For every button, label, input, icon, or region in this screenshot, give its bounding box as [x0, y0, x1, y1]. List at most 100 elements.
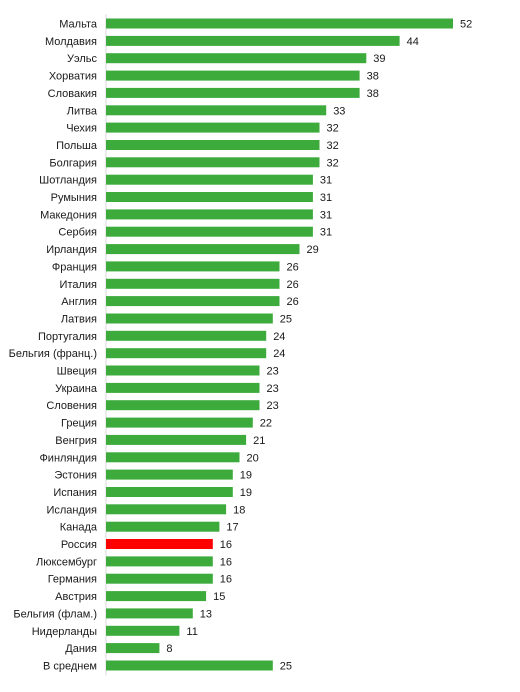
category-label: Словения	[46, 400, 97, 412]
bar-9	[106, 174, 313, 185]
value-label: 18	[233, 504, 245, 516]
category-label: Македония	[40, 209, 97, 221]
value-label: 22	[260, 418, 272, 430]
bar-18	[106, 330, 267, 341]
bar-29	[106, 521, 220, 532]
category-label: В среднем	[43, 661, 97, 673]
category-label: Италия	[60, 279, 98, 291]
category-label: Словакия	[48, 88, 97, 100]
category-label: Сербия	[58, 227, 97, 239]
value-label: 24	[273, 348, 285, 360]
category-label: Португалия	[38, 331, 97, 343]
category-label: Ирландия	[46, 244, 97, 256]
category-label: Уэльс	[67, 53, 98, 65]
value-label: 38	[367, 88, 379, 100]
category-label: Финляндия	[39, 452, 97, 464]
bar-11	[106, 209, 313, 220]
category-label: Бельгия (флам.)	[13, 608, 97, 620]
category-label: Дания	[65, 643, 97, 655]
bar-32	[106, 573, 213, 584]
category-label: Эстония	[54, 470, 97, 482]
bar-30	[106, 539, 213, 549]
bar-6	[106, 122, 320, 133]
value-label: 29	[307, 244, 319, 256]
value-label: 25	[280, 314, 292, 326]
value-label: 21	[253, 435, 265, 447]
bar-20	[106, 365, 260, 376]
value-label: 8	[166, 643, 172, 655]
bar-14	[106, 261, 280, 272]
bar-8	[106, 157, 320, 168]
category-label: Бельгия (франц.)	[9, 348, 97, 360]
bar-31	[106, 556, 213, 567]
value-label: 16	[220, 556, 232, 568]
value-label: 44	[407, 36, 419, 48]
bar-27	[106, 487, 233, 497]
bar-23	[106, 417, 253, 428]
category-label: Венгрия	[55, 435, 97, 447]
category-labels-group: Мальта Молдавия Уэльс Хорватия Словакия Литва…	[9, 19, 98, 673]
bar-37	[106, 660, 273, 671]
value-label: 11	[186, 626, 197, 638]
value-label: 26	[287, 296, 299, 308]
value-label: 16	[220, 539, 232, 551]
value-label: 31	[320, 227, 332, 239]
category-label: Нидерланды	[32, 626, 97, 638]
bar-15	[106, 278, 280, 289]
category-label: Греция	[61, 418, 97, 430]
category-label: Хорватия	[49, 71, 97, 83]
bar-5	[106, 105, 327, 116]
value-label: 15	[213, 591, 225, 603]
value-label: 26	[287, 279, 299, 291]
bar-7	[106, 140, 320, 150]
value-label: 20	[247, 452, 259, 464]
category-label: Чехия	[66, 123, 97, 135]
category-label: Англия	[61, 296, 97, 308]
value-label: 23	[267, 366, 279, 378]
category-label: Люксембург	[36, 556, 97, 568]
bar-24	[106, 434, 247, 445]
value-label: 31	[320, 175, 332, 187]
value-label: 19	[240, 470, 252, 482]
category-label: Швеция	[57, 366, 97, 378]
value-label: 39	[373, 53, 385, 65]
bar-36	[106, 643, 160, 654]
value-label: 25	[280, 661, 292, 673]
category-label: Мальта	[59, 19, 98, 31]
category-label: Франция	[52, 261, 97, 273]
bar-17	[106, 313, 273, 324]
category-label: Россия	[61, 539, 97, 551]
category-label: Румыния	[51, 192, 97, 204]
bar-13	[106, 244, 300, 255]
bar-16	[106, 296, 280, 307]
value-label: 31	[320, 192, 332, 204]
category-label: Исландия	[46, 504, 97, 516]
category-label: Канада	[60, 522, 98, 534]
value-label: 32	[327, 123, 339, 135]
value-label: 16	[220, 574, 232, 586]
category-label: Болгария	[49, 157, 97, 169]
bar-10	[106, 192, 313, 202]
bar-25	[106, 452, 240, 463]
bar-33	[106, 591, 207, 602]
value-label: 26	[287, 261, 299, 273]
category-label: Литва	[67, 105, 98, 117]
category-label: Испания	[53, 487, 97, 499]
category-label: Польша	[56, 140, 98, 152]
bar-34	[106, 608, 193, 619]
bars-group	[106, 18, 453, 671]
value-label: 17	[226, 522, 238, 534]
category-label: Австрия	[55, 591, 97, 603]
bar-26	[106, 469, 233, 480]
bar-1	[106, 35, 400, 46]
bar-0	[106, 18, 453, 29]
category-label: Латвия	[61, 314, 97, 326]
bar-3	[106, 70, 360, 81]
value-label: 23	[267, 383, 279, 395]
value-label: 31	[320, 209, 332, 221]
category-label: Шотландия	[39, 175, 97, 187]
bar-19	[106, 348, 267, 359]
bar-12	[106, 226, 313, 237]
value-label: 24	[273, 331, 285, 343]
